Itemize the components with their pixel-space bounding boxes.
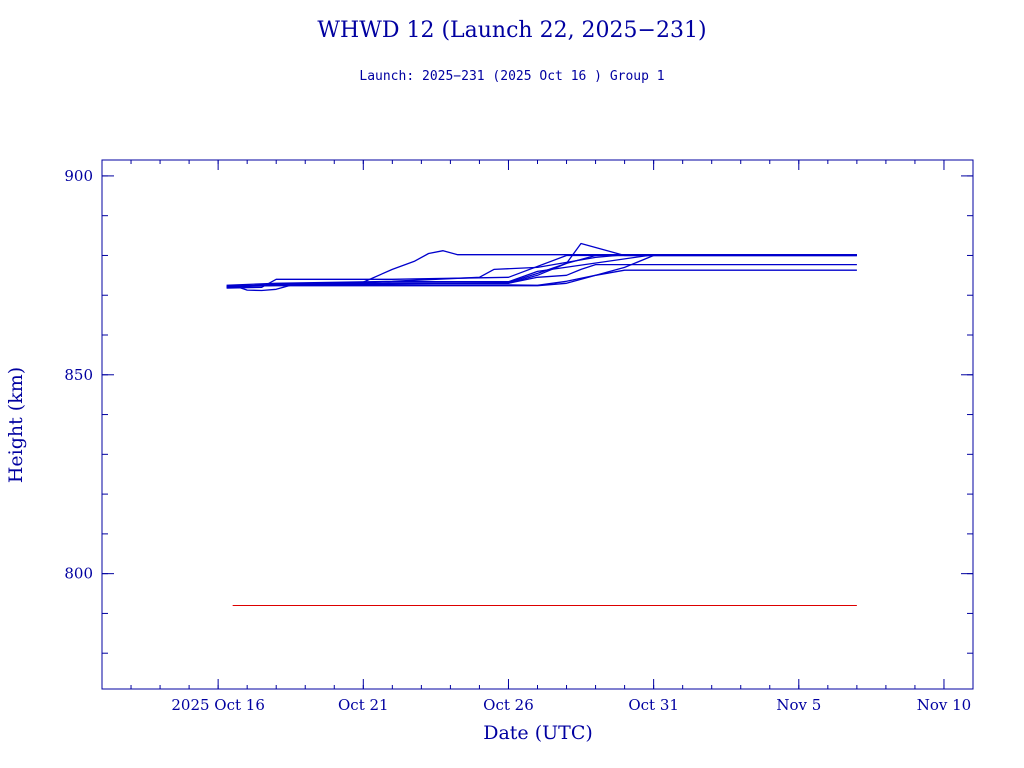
x-tick-label: Oct 26 [483,696,534,714]
plot-frame [101,159,974,690]
x-tick-label: 2025 Oct 16 [171,696,265,714]
chart-title: WHWD 12 (Launch 22, 2025−231) [317,18,706,43]
height-series-line-8 [226,269,857,287]
y-tick-label: 850 [64,366,93,384]
axes: 2025 Oct 16 Oct 21 Oct 26 Oct 31 Nov 5 Nov 10… [64,159,974,714]
height-series-line-4 [226,254,857,289]
x-tick-label: Nov 10 [917,696,972,714]
series-group [226,242,857,292]
x-axis-label: Date (UTC) [483,722,593,744]
height-series-line-9 [226,254,857,287]
height-series-line-2 [226,250,857,288]
x-tick-label: Oct 21 [338,696,389,714]
x-tick-label: Oct 31 [628,696,679,714]
x-tick-label: Nov 5 [776,696,821,714]
y-tick-label: 900 [64,167,93,185]
y-axis-label: Height (km) [5,367,27,483]
height-series-line-7 [232,263,857,292]
chart-subtitle: Launch: 2025−231 (2025 Oct 16 ) Group 1 [359,69,664,84]
y-tick-label: 800 [64,565,93,583]
